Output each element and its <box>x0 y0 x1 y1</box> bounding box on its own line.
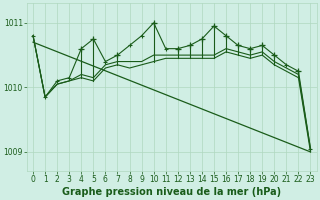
X-axis label: Graphe pression niveau de la mer (hPa): Graphe pression niveau de la mer (hPa) <box>62 187 281 197</box>
